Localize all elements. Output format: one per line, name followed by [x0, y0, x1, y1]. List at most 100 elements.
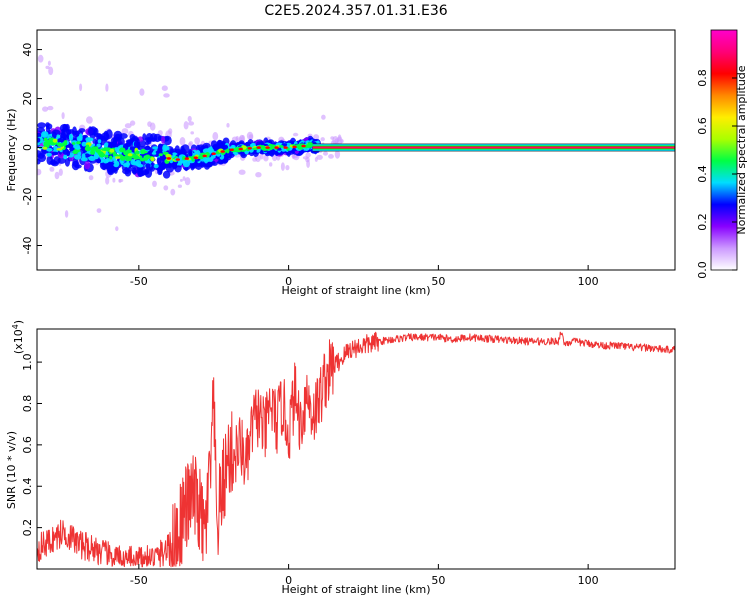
heatmap-cell	[105, 154, 109, 158]
heatmap-cell	[211, 152, 216, 155]
spectrogram-y-ticks: -40 -20 0 20 40	[21, 43, 42, 255]
heatmap-cell	[181, 144, 190, 154]
colorbar-tick-label: 0.4	[696, 165, 709, 183]
heatmap-cell	[183, 121, 189, 130]
heatmap-cell	[316, 154, 323, 160]
spectrogram-heatmap	[37, 54, 675, 232]
heatmap-cell	[145, 155, 151, 160]
heatmap-cell	[42, 132, 47, 137]
heatmap-cell	[193, 156, 198, 159]
figure-title: C2E5.2024.357.01.31.E36	[264, 3, 447, 19]
heatmap-cell	[145, 163, 151, 169]
heatmap-cell	[330, 136, 335, 140]
spectrogram-x-axis-title: Height of straight line (km)	[281, 284, 430, 297]
heatmap-cell	[46, 155, 53, 165]
heatmap-cell	[113, 160, 120, 168]
heatmap-cell	[292, 145, 297, 149]
spectrogram-y-tick-label: -40	[21, 237, 34, 255]
heatmap-cell	[107, 161, 115, 166]
heatmap-cell	[252, 157, 258, 162]
heatmap-cell	[117, 137, 125, 146]
heatmap-cell	[188, 151, 193, 158]
heatmap-cell	[334, 149, 341, 159]
heatmap-cell	[283, 146, 288, 149]
heatmap-cell	[54, 171, 60, 180]
heatmap-cell	[102, 158, 109, 164]
spectrogram-x-ticks: -50 0 50 100	[130, 265, 599, 288]
snr-y-scale-suffix: )	[12, 320, 25, 324]
snr-y-scale-exponent: 4	[11, 324, 20, 329]
snr-panel: -50 0 50 100 0.2 0.4 0.6 0.8 1.0 Height …	[5, 320, 676, 596]
heatmap-cell	[130, 159, 136, 166]
heatmap-cell	[175, 158, 180, 161]
heatmap-cell	[56, 148, 63, 151]
spectrogram-y-tick-label: 20	[21, 92, 34, 106]
snr-plot-area	[37, 329, 675, 569]
heatmap-cell	[61, 112, 65, 120]
heatmap-cell	[79, 83, 83, 92]
heatmap-cell	[144, 145, 151, 151]
heatmap-cell	[219, 145, 227, 150]
snr-y-scale-prefix: (x10	[12, 329, 25, 354]
heatmap-cell	[103, 130, 109, 141]
heatmap-cell	[142, 133, 147, 141]
heatmap-cell	[181, 160, 186, 164]
colorbar-tick-label: 0.8	[696, 69, 709, 87]
snr-y-tick-label: 0.2	[21, 519, 34, 537]
heatmap-cell	[76, 141, 81, 145]
heatmap-cell	[307, 143, 313, 148]
heatmap-cell	[127, 158, 132, 161]
heatmap-cell	[313, 134, 320, 141]
heatmap-cell	[84, 153, 90, 158]
snr-y-axis-title: SNR (10 * v/v)	[5, 431, 18, 509]
heatmap-cell	[265, 146, 270, 149]
heatmap-cell	[47, 60, 51, 66]
colorbar-tick-label: 0.6	[696, 117, 709, 135]
heatmap-cell	[119, 133, 128, 139]
heatmap-cell	[78, 133, 83, 141]
heatmap-cell	[89, 148, 96, 151]
heatmap-cell	[52, 145, 59, 154]
heatmap-cell	[99, 152, 104, 158]
heatmap-cell	[161, 135, 166, 144]
spectrogram-y-tick-label: 40	[21, 43, 34, 57]
heatmap-cell	[42, 146, 48, 150]
heatmap-cell	[66, 150, 71, 157]
heatmap-cell	[135, 150, 140, 155]
heatmap-cell	[57, 157, 66, 164]
colorbar-tick-label: 0.2	[696, 213, 709, 231]
heatmap-cell	[129, 120, 136, 126]
heatmap-cell	[151, 152, 157, 155]
heatmap-cell	[139, 88, 145, 96]
heatmap-cell	[136, 141, 141, 149]
heatmap-cell	[172, 161, 178, 169]
snr-x-tick-label: 100	[578, 574, 599, 587]
heatmap-cell	[105, 176, 110, 185]
spectrogram-panel: -50 0 50 100 -40 -20 0 20 40 Height of s…	[5, 29, 676, 297]
heatmap-cell	[141, 150, 148, 154]
heatmap-cell	[43, 137, 48, 142]
heatmap-cell	[158, 153, 163, 157]
snr-y-tick-label: 0.4	[21, 477, 34, 495]
heatmap-cell	[86, 116, 93, 124]
heatmap-cell	[37, 132, 42, 139]
heatmap-cell	[72, 149, 79, 155]
heatmap-cell	[247, 147, 252, 150]
heatmap-cell	[90, 150, 96, 155]
heatmap-cell	[64, 210, 69, 218]
heatmap-cell	[53, 139, 58, 142]
heatmap-cell	[45, 122, 50, 128]
heatmap-cell	[182, 176, 186, 181]
heatmap-cell	[156, 157, 162, 165]
heatmap-cell	[188, 121, 195, 126]
heatmap-cell	[166, 157, 171, 160]
snr-x-tick-label: 50	[431, 574, 445, 587]
heatmap-cell	[112, 177, 116, 183]
snr-y-tick-label: 0.8	[21, 395, 34, 413]
heatmap-cell	[124, 123, 132, 129]
heatmap-cell	[52, 131, 57, 139]
heatmap-cell	[256, 146, 261, 149]
heatmap-cell	[57, 142, 62, 147]
heatmap-cell	[279, 145, 284, 148]
